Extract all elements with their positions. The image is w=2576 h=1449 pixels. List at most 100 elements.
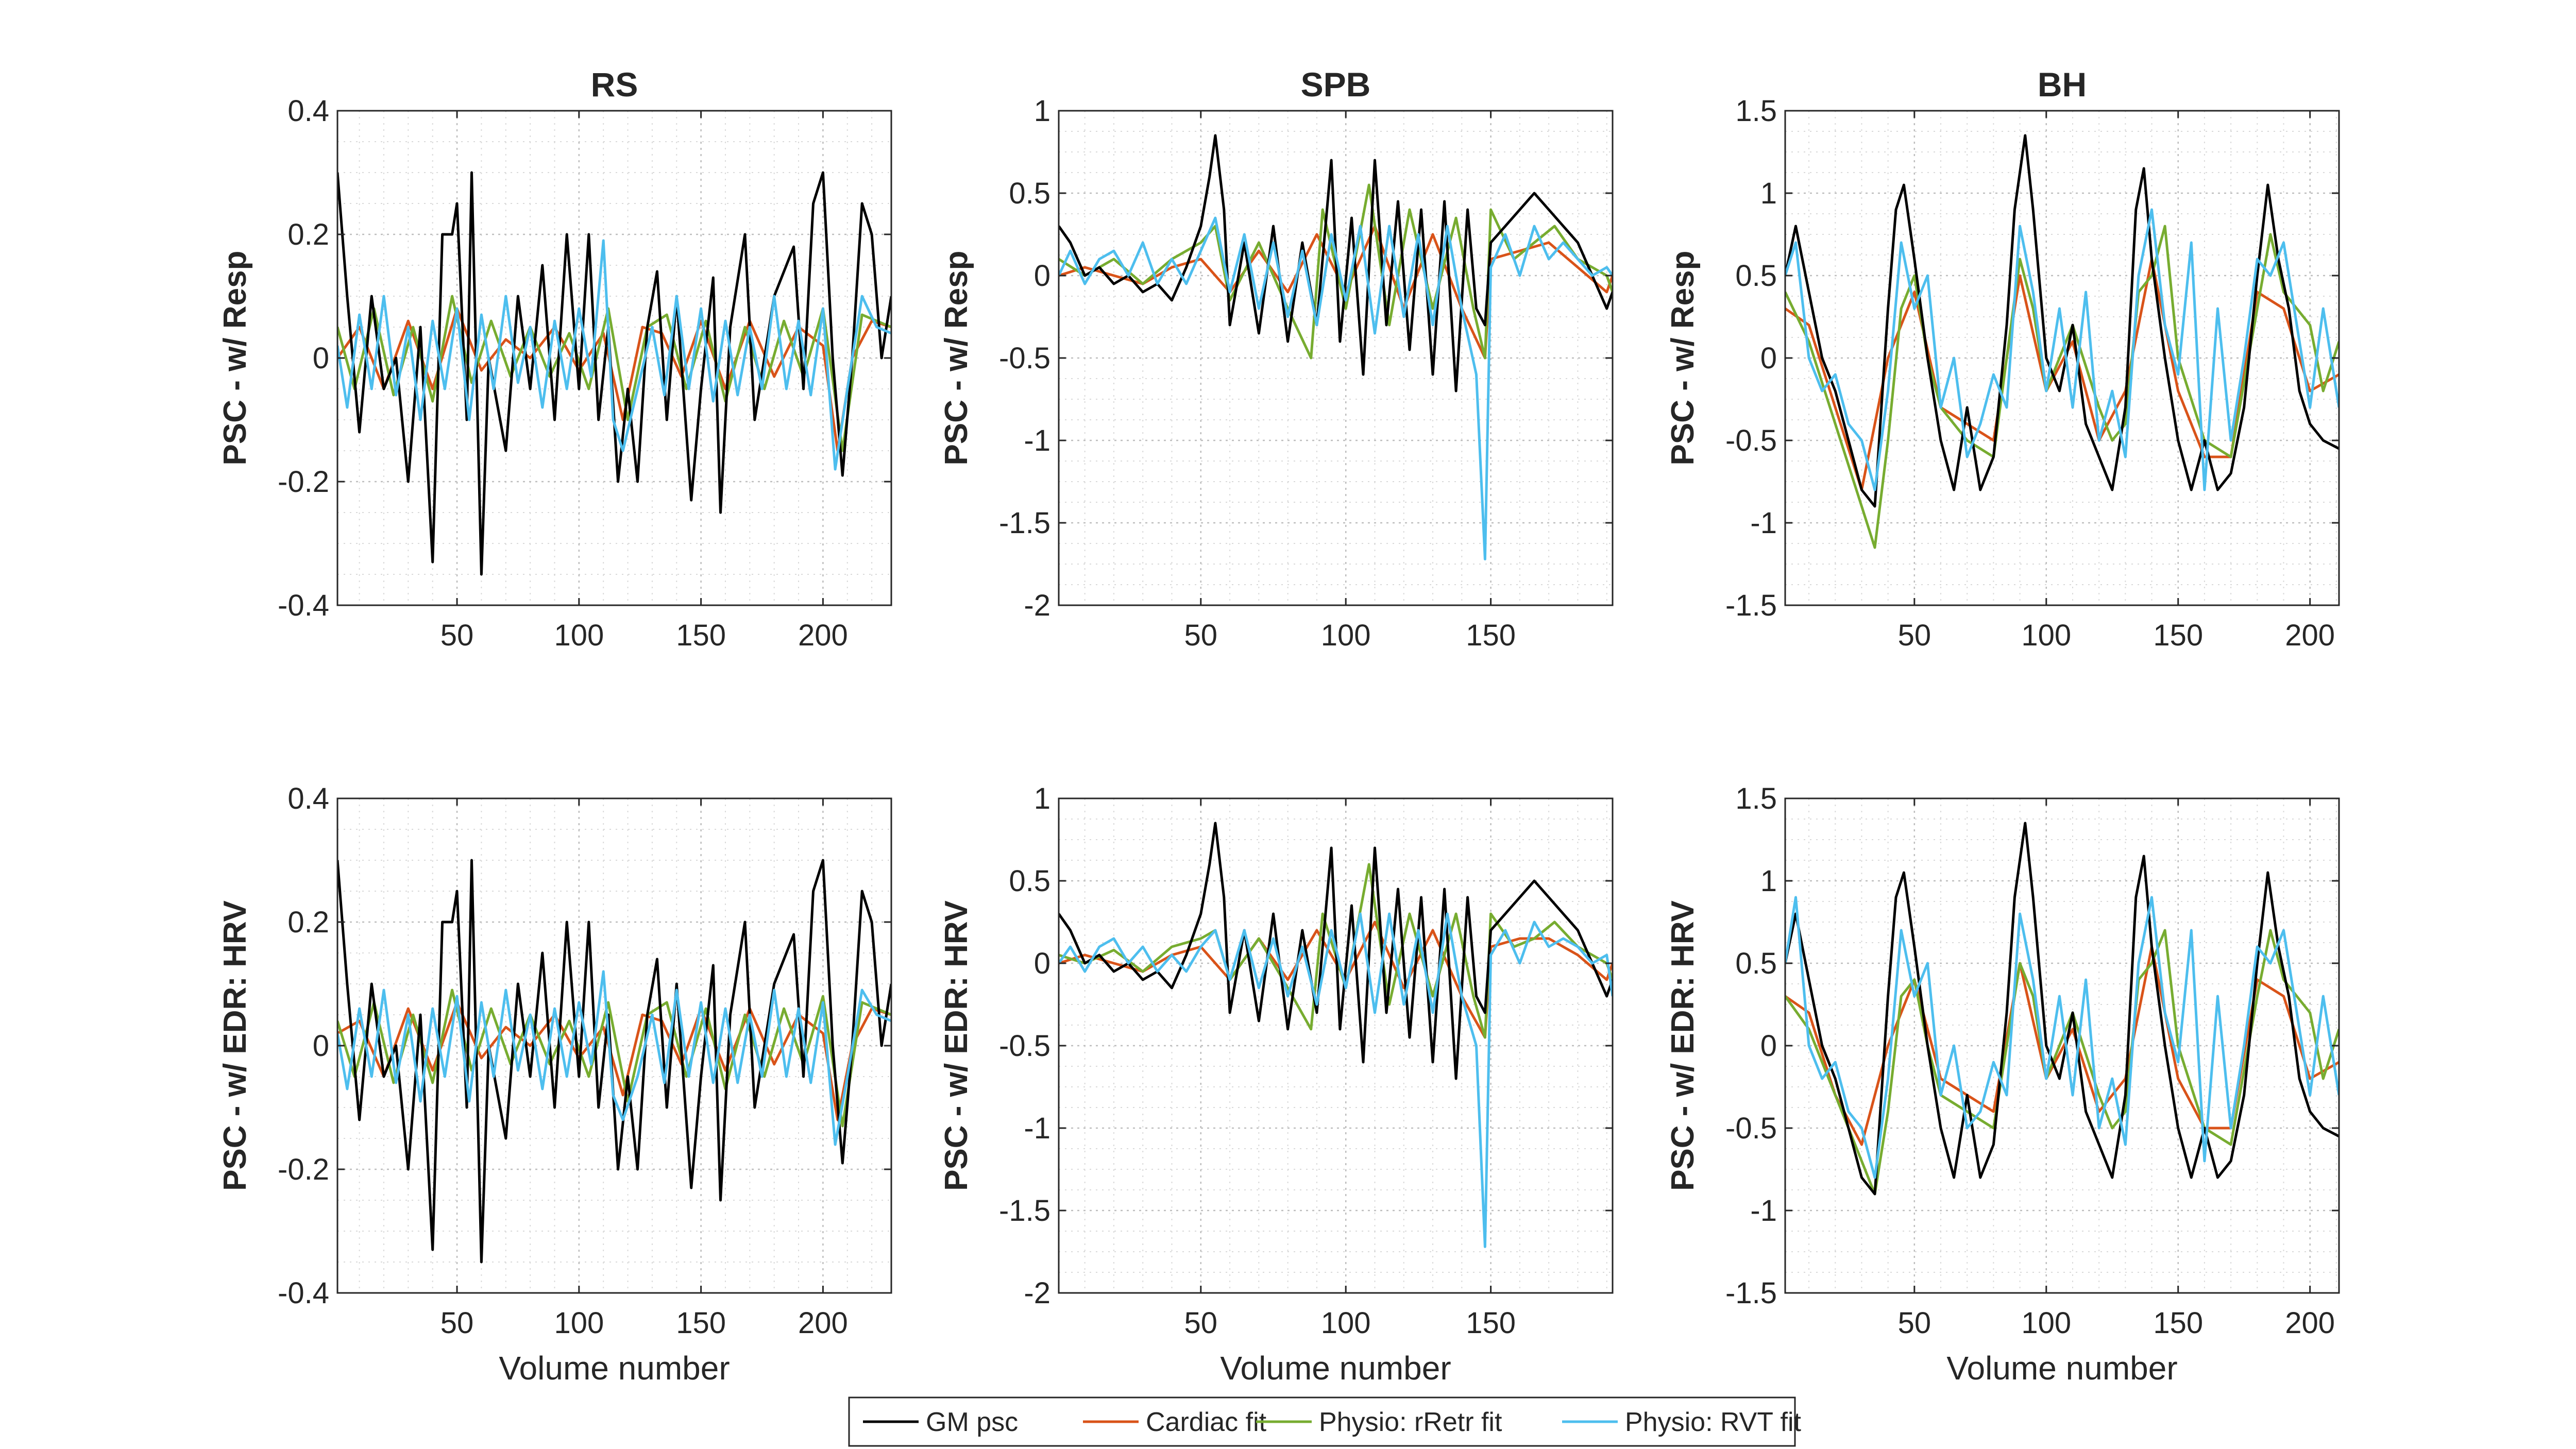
x-tick-label: 200 (2285, 619, 2335, 652)
y-tick-label: 1 (1034, 94, 1050, 128)
ticks: 50 100 150 -2 -1.5 -1 -0.5 0 0.5 1 (999, 94, 1613, 652)
series-physio-rvt-fit (1059, 216, 1613, 560)
y-tick-label: -1 (1750, 1194, 1777, 1228)
series-group (337, 859, 891, 1264)
series-group (337, 171, 891, 576)
panel-1-1: 50 100 150 -2 -1.5 -1 -0.5 0 0.5 1 PSC - w/ EDR: H… (939, 782, 1614, 1387)
series-group (1059, 822, 1613, 1248)
legend-label: Physio: rRetr fit (1319, 1407, 1502, 1437)
x-axis-label: Volume number (1220, 1350, 1451, 1387)
x-tick-label: 50 (1898, 619, 1931, 652)
ticks: 50 100 150 200 -1.5 -1 -0.5 0 0.5 1 1.5 (1725, 94, 2339, 652)
y-tick-label: 1 (1760, 177, 1777, 210)
y-tick-label: -0.4 (278, 589, 329, 622)
y-tick-label: 0 (313, 1029, 329, 1063)
y-tick-label: -1.5 (1725, 1276, 1777, 1310)
series-physio-rvt-fit (1785, 208, 2339, 491)
y-tick-label: -0.5 (1725, 424, 1777, 457)
y-tick-label: 0 (313, 342, 329, 375)
y-tick-label: -1 (1750, 506, 1777, 540)
y-tick-label: 0 (1760, 342, 1777, 375)
panel-1-0: 50 100 150 200 -0.4 -0.2 0 0.2 0.4 PSC - w/ EDR: … (217, 782, 892, 1387)
y-tick-label: -1.5 (999, 506, 1050, 540)
panel-0-1: 50 100 150 -2 -1.5 -1 -0.5 0 0.5 1 SPB PSC - w/ Res… (939, 65, 1614, 652)
y-tick-label: -0.2 (278, 465, 329, 499)
series-cardiac-fit (1785, 945, 2339, 1146)
y-axis-label: PSC - w/ Resp (1665, 251, 1701, 466)
series-physio-rretr-fit (1785, 225, 2339, 549)
series-group (1785, 822, 2339, 1196)
y-tick-label: -0.4 (278, 1276, 329, 1310)
x-tick-label: 200 (798, 1306, 848, 1340)
series-cardiac-fit (1785, 258, 2339, 491)
x-axis-label: Volume number (499, 1350, 730, 1387)
series-gm-psc (1059, 822, 1613, 1080)
y-tick-label: -2 (1024, 589, 1050, 622)
series-group (1785, 134, 2339, 549)
legend-label: GM psc (926, 1407, 1018, 1437)
x-tick-label: 150 (2153, 1306, 2203, 1340)
x-tick-label: 150 (2153, 619, 2203, 652)
x-tick-label: 150 (1466, 619, 1516, 652)
y-tick-label: -1.5 (999, 1194, 1050, 1228)
x-tick-label: 200 (798, 619, 848, 652)
y-tick-label: 0.4 (287, 94, 329, 128)
major-grid (1059, 110, 1613, 606)
y-tick-label: 0.2 (287, 906, 329, 939)
legend-box (848, 1396, 1796, 1447)
y-tick-label: -2 (1024, 1276, 1050, 1310)
y-tick-label: 1 (1034, 782, 1050, 815)
x-tick-label: 150 (676, 619, 726, 652)
x-tick-label: 50 (1184, 1306, 1218, 1340)
y-tick-label: 1.5 (1735, 782, 1777, 815)
x-tick-label: 50 (440, 619, 474, 652)
y-tick-label: 0 (1760, 1029, 1777, 1063)
series-group (1059, 134, 1613, 560)
y-tick-label: 0.5 (1735, 947, 1777, 980)
y-tick-label: -1 (1024, 424, 1050, 457)
y-tick-label: 1 (1760, 864, 1777, 898)
panel-title: BH (2038, 65, 2087, 104)
ticks: 50 100 150 -2 -1.5 -1 -0.5 0 0.5 1 (999, 782, 1613, 1340)
x-tick-label: 100 (1321, 1306, 1371, 1340)
ticks: 50 100 150 200 -1.5 -1 -0.5 0 0.5 1 1.5 (1725, 782, 2339, 1340)
y-tick-label: 0.2 (287, 218, 329, 251)
ticks: 50 100 150 200 -0.4 -0.2 0 0.2 0.4 (278, 94, 891, 652)
y-tick-label: -1.5 (1725, 589, 1777, 622)
y-tick-label: -0.2 (278, 1153, 329, 1186)
x-tick-label: 150 (1466, 1306, 1516, 1340)
y-tick-label: 0.5 (1009, 864, 1050, 898)
x-tick-label: 100 (2021, 619, 2071, 652)
legend-label: Cardiac fit (1146, 1407, 1267, 1437)
y-tick-label: 0 (1034, 259, 1050, 293)
x-tick-label: 100 (554, 1306, 604, 1340)
y-tick-label: 0.4 (287, 782, 329, 815)
x-axis-label: Volume number (1946, 1350, 2177, 1387)
series-gm-psc (1785, 822, 2339, 1196)
legend: GM psc Cardiac fit Physio: rRetr fit Physio… (848, 1396, 1802, 1447)
y-tick-label: 0.5 (1735, 259, 1777, 293)
y-axis-label: PSC - w/ EDR: HRV (1665, 900, 1701, 1191)
y-axis-label: PSC - w/ EDR: HRV (939, 900, 974, 1191)
series-gm-psc (1785, 134, 2339, 508)
series-physio-rretr-fit (1785, 929, 2339, 1196)
major-grid (1059, 797, 1613, 1294)
series-physio-rvt-fit (1059, 912, 1613, 1248)
y-tick-label: -0.5 (999, 1029, 1050, 1063)
panel-1-2: 50 100 150 200 -1.5 -1 -0.5 0 0.5 1 1.5 PSC - w/ ED… (1665, 782, 2340, 1387)
panel-0-2: 50 100 150 200 -1.5 -1 -0.5 0 0.5 1 1.5 BH PSC - w/ … (1665, 65, 2340, 652)
y-axis-label: PSC - w/ EDR: HRV (217, 900, 253, 1191)
y-tick-label: -0.5 (999, 342, 1050, 375)
panel-title: RS (591, 65, 638, 104)
x-tick-label: 50 (440, 1306, 474, 1340)
legend-label: Physio: RVT fit (1625, 1407, 1802, 1437)
y-tick-label: -1 (1024, 1112, 1050, 1145)
y-tick-label: 1.5 (1735, 94, 1777, 128)
series-physio-rvt-fit (1785, 896, 2339, 1179)
y-axis-label: PSC - w/ Resp (939, 251, 974, 466)
x-tick-label: 100 (2021, 1306, 2071, 1340)
x-tick-label: 100 (554, 619, 604, 652)
y-axis-label: PSC - w/ Resp (217, 251, 253, 466)
x-tick-label: 50 (1184, 619, 1218, 652)
